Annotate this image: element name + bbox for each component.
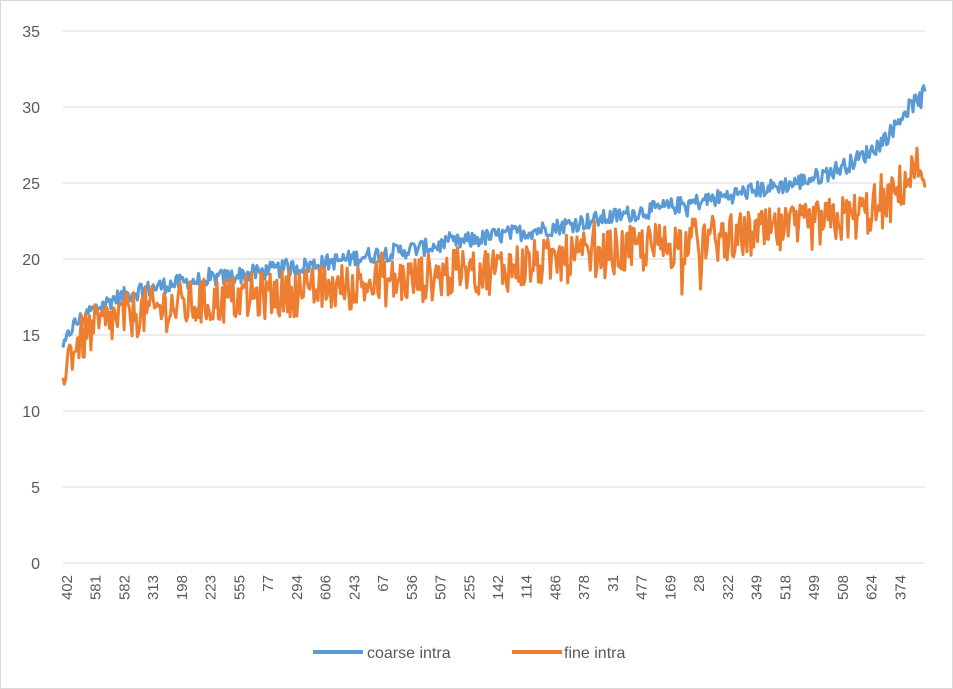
x-tick-label: 518: [777, 575, 794, 600]
x-tick-label: 508: [835, 575, 852, 600]
y-tick-label: 35: [22, 24, 40, 41]
x-tick-label: 536: [404, 575, 421, 600]
x-tick-label: 223: [203, 575, 220, 600]
x-tick-label: 198: [174, 575, 191, 600]
series-line: [61, 146, 927, 386]
y-tick-label: 30: [22, 100, 40, 117]
y-tick-label: 10: [22, 404, 40, 421]
x-tick-label: 624: [864, 575, 881, 600]
x-tick-label: 142: [490, 575, 507, 600]
y-tick-label: 20: [22, 252, 40, 269]
x-tick-label: 402: [59, 575, 76, 600]
x-tick-label: 313: [145, 575, 162, 600]
y-tick-label: 0: [31, 556, 40, 573]
x-tick-label: 349: [749, 575, 766, 600]
x-tick-label: 255: [461, 575, 478, 600]
y-tick-label: 5: [31, 480, 40, 497]
x-tick-label: 114: [519, 575, 536, 599]
x-tick-label: 169: [662, 575, 679, 600]
x-tick-label: 243: [346, 575, 363, 600]
legend-label: coarse intra: [367, 645, 451, 662]
x-tick-label: 477: [634, 575, 651, 600]
x-tick-label: 294: [289, 575, 306, 600]
x-tick-label: 28: [691, 575, 708, 592]
x-tick-label: 378: [576, 575, 593, 600]
legend: coarse intra fine intra: [313, 645, 625, 662]
x-tick-label: 555: [231, 575, 248, 600]
x-tick-label: 31: [605, 575, 622, 592]
x-tick-label: 486: [547, 575, 564, 600]
x-tick-label: 499: [806, 575, 823, 600]
y-tick-label: 15: [22, 328, 40, 345]
x-tick-label: 322: [720, 575, 737, 600]
x-tick-label: 374: [892, 575, 909, 600]
x-tick-label: 77: [260, 575, 277, 592]
y-tick-label: 25: [22, 176, 40, 193]
series-line: [61, 84, 927, 348]
x-tick-label: 582: [116, 575, 133, 600]
series-lines: [61, 84, 927, 386]
x-tick-label: 606: [318, 575, 335, 600]
x-axis-ticks: 402 581 582 313 198 223 555 77 294 606 243 67 536 507…: [59, 575, 909, 600]
x-tick-label: 67: [375, 575, 392, 592]
y-axis-ticks: 0 5 10 15 20 25 30 35: [22, 24, 40, 573]
x-tick-label: 507: [433, 575, 450, 600]
legend-label: fine intra: [564, 645, 625, 662]
x-tick-label: 581: [88, 575, 105, 600]
